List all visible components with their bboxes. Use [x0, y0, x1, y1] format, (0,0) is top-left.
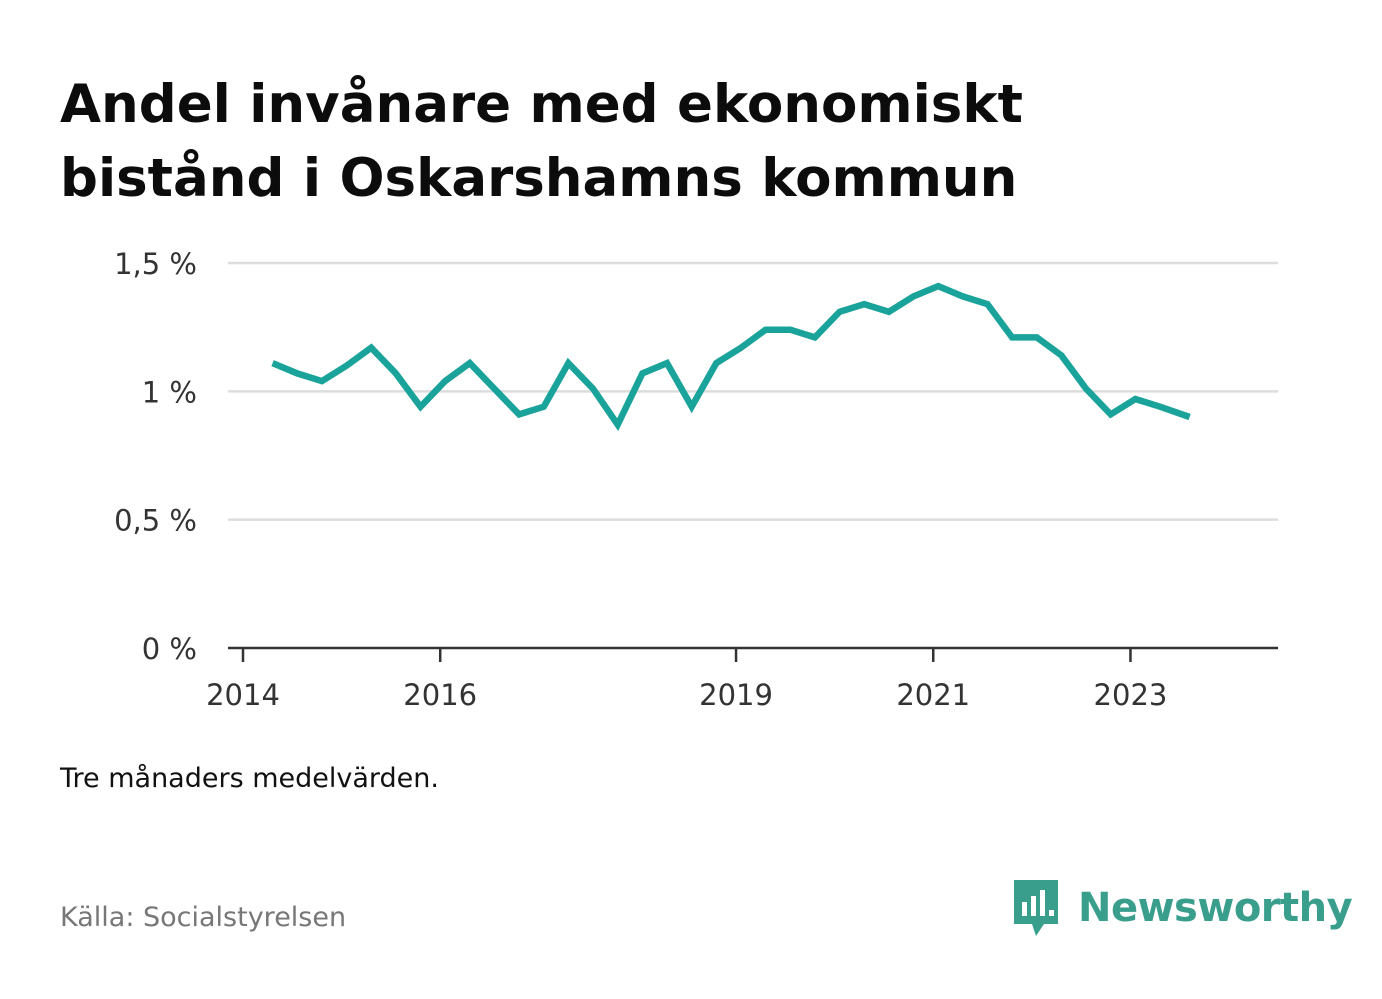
chart-title: Andel invånare med ekonomiskt bistånd i … — [60, 74, 1023, 209]
grid-lines — [228, 261, 1278, 521]
y-tick-label: 0 % — [142, 632, 197, 666]
source-label: Källa: Socialstyrelsen — [60, 902, 347, 933]
series-layer — [271, 282, 1191, 432]
newsworthy-logo-icon — [1014, 880, 1058, 936]
y-axis-ticks: 0 % 0,5 % 1 % 1,5 % — [114, 247, 197, 666]
y-tick-label: 0,5 % — [114, 504, 197, 538]
x-tick-label: 2023 — [1094, 678, 1168, 712]
y-tick-label: 1 % — [142, 375, 197, 409]
x-axis: 2014 2016 2019 2021 2023 — [206, 646, 1278, 712]
brand-name: Newsworthy — [1078, 885, 1353, 931]
newsworthy-logo: Newsworthy — [1010, 876, 1353, 940]
series-line — [271, 282, 1191, 432]
chart-note: Tre månaders medelvärden. — [60, 763, 439, 794]
x-tick-label: 2016 — [403, 678, 477, 712]
x-tick-label: 2019 — [699, 678, 773, 712]
x-tick-label: 2021 — [896, 678, 970, 712]
y-tick-label: 1,5 % — [114, 247, 197, 281]
line-chart: 0 % 0,5 % 1 % 1,5 % 2014 2016 2019 2021 2023 — [114, 247, 1278, 712]
x-tick-label: 2014 — [206, 678, 280, 712]
